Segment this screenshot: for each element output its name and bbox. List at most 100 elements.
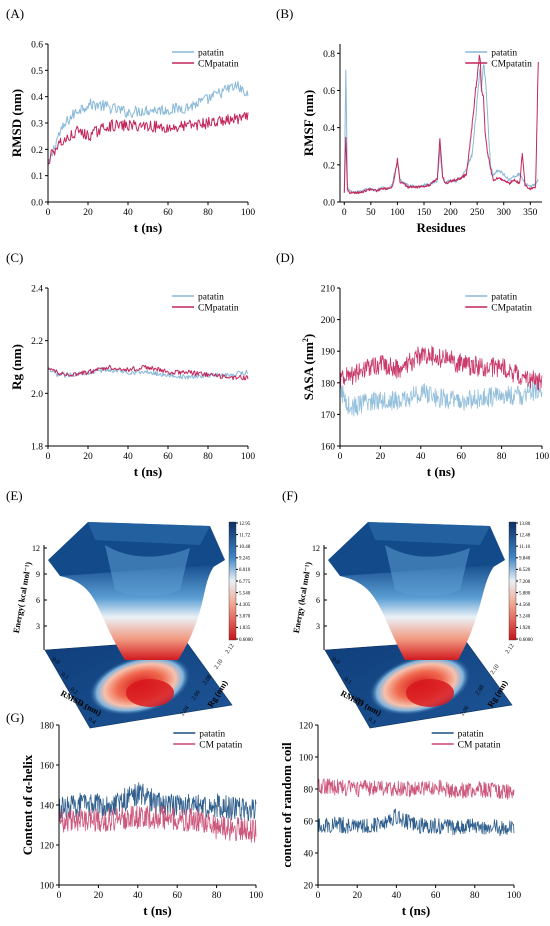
- series-line-cmpatatin: [47, 364, 249, 381]
- x-tick-label: 100: [507, 891, 522, 901]
- legend-label: patatin: [458, 730, 484, 740]
- x-tick-label: 0: [316, 891, 321, 901]
- legend-label: CMpatatin: [491, 304, 532, 314]
- y-tick-label: 120: [40, 842, 55, 852]
- y-axis-label: RMSF (nm): [301, 90, 316, 156]
- legend-label: CMpatatin: [198, 60, 239, 70]
- colorbar-label: 12.95: [239, 522, 251, 527]
- y-tick-label: 190: [321, 348, 336, 358]
- x-tick-label: 0: [46, 452, 51, 462]
- panel-label: (G): [6, 710, 24, 725]
- x-tick-label: 20: [94, 891, 104, 901]
- rmsd-tick-label: 0.2: [355, 697, 365, 706]
- z-tick-label: 9: [36, 570, 40, 579]
- colorbar-label: 11.16: [519, 545, 531, 550]
- y-tick-label: 160: [321, 443, 336, 453]
- y-axis-label-sup: 2: [301, 338, 310, 342]
- x-tick-label: 60: [172, 891, 182, 901]
- x-tick-label: 60: [431, 891, 441, 901]
- legend-label: patatin: [199, 730, 225, 740]
- x-tick-label: 50: [366, 208, 376, 218]
- funnel-inner-wall: [385, 545, 470, 596]
- plateau-highlight: [368, 522, 490, 545]
- x-axis-label: t (ns): [427, 464, 456, 479]
- legend-label: patatin: [491, 293, 517, 303]
- colorbar-label: 9.245: [239, 557, 251, 562]
- rmsd-tick-label: 0.0: [331, 657, 341, 666]
- legend-label: CMpatatin: [198, 304, 239, 314]
- series-line-cmpatatin: [47, 112, 249, 165]
- series-line-patatin: [343, 64, 539, 194]
- y-tick-label: 0.0: [31, 199, 43, 209]
- chart-panel-1: (A) 0 20 40 60 80 100 0.0 0.1 0.2 0.3 0.4 0.5 0.6 t (n…: [6, 6, 255, 235]
- colorbar-label: 10.48: [239, 545, 251, 550]
- y-tick-label: 0.1: [31, 172, 43, 182]
- y-axis-label: SASA (nm2): [301, 334, 316, 401]
- y-tick-label: 20: [304, 882, 314, 892]
- series-line-patatin: [58, 782, 257, 822]
- z-tick-label: 6: [316, 596, 320, 605]
- rmsd-tick-label: 0.1: [343, 677, 353, 686]
- series-line-patatin: [47, 80, 249, 167]
- x-tick-label: 100: [535, 452, 550, 462]
- x-tick-label: 100: [241, 452, 256, 462]
- y-axis-label-end: ): [301, 334, 316, 338]
- rg-tick-label: 2.04: [180, 705, 191, 717]
- x-tick-label: 20: [83, 452, 93, 462]
- x-tick-label: 80: [470, 891, 480, 901]
- colorbar-label: 1.835: [239, 626, 251, 631]
- z-axis-label: Energy (kcal mol⁻¹): [291, 561, 313, 634]
- x-tick-label: 250: [470, 208, 485, 218]
- y-tick-label: 0.3: [31, 120, 43, 130]
- rmsd-tick-label: 0.1: [60, 672, 70, 681]
- colorbar-label: 13.80: [519, 522, 531, 527]
- colorbar-label: 7.200: [519, 580, 531, 585]
- colorbar-label: 8.010: [239, 568, 251, 573]
- y-axis-label: Content of α-helix: [20, 754, 35, 855]
- z-tick-label: 3: [36, 622, 40, 631]
- y-tick-label: 1.8: [31, 443, 43, 453]
- rmsd-tick-label: 0.2: [69, 687, 79, 696]
- x-tick-label: 40: [392, 891, 402, 901]
- x-tick-label: 150: [417, 208, 432, 218]
- rg-tick-label: 2.08: [202, 674, 213, 686]
- rg-tick-label: 2.10: [490, 664, 501, 676]
- legend-label: CM patatin: [199, 741, 242, 751]
- chart-panel-4: (D) 0 20 40 60 80 100 160 170 180 190 200 210 t (ns) S…: [276, 250, 549, 479]
- colorbar-label: 8.520: [519, 568, 531, 573]
- x-tick-label: 300: [497, 208, 512, 218]
- series-line-patatin: [339, 380, 543, 417]
- y-tick-label: 60: [304, 818, 314, 828]
- colorbar-label: 12.48: [519, 533, 531, 538]
- y-tick-label: 0.5: [31, 67, 43, 77]
- x-tick-label: 40: [416, 452, 426, 462]
- z-axis-label: Energy( kcal mol⁻¹): [11, 561, 33, 634]
- series-line-cm-patatin: [58, 805, 257, 843]
- rmsd-tick-label: 0.4: [87, 717, 97, 726]
- x-tick-label: 40: [133, 891, 143, 901]
- colorbar-label: 0.6000: [519, 638, 533, 643]
- x-tick-label: 20: [352, 891, 362, 901]
- rg-tick-label: 2.06: [191, 690, 202, 702]
- chart-panel-3: (C) 0 20 40 60 80 100 1.8 2.0 2.2 2.4 t (ns) Rg (nm)…: [6, 250, 255, 479]
- plateau-highlight: [88, 522, 210, 545]
- x-tick-label: 200: [443, 208, 458, 218]
- y-tick-label: 160: [40, 762, 55, 772]
- x-tick-label: 60: [163, 208, 173, 218]
- panel-label: (F): [282, 488, 298, 503]
- y-tick-label: 40: [304, 850, 314, 860]
- y-tick-label: 200: [321, 316, 336, 326]
- colorbar-label: 4.305: [239, 603, 251, 608]
- x-axis-label: t (ns): [134, 220, 163, 235]
- series-line-cmpatatin: [343, 54, 539, 195]
- y-axis-label: content of random coil: [279, 742, 294, 868]
- colorbar-label: 11.72: [239, 533, 251, 538]
- x-axis-label: t (ns): [143, 903, 172, 918]
- density-core: [126, 679, 174, 707]
- y-tick-label: 180: [40, 722, 55, 732]
- colorbar-label: 1.920: [519, 626, 531, 631]
